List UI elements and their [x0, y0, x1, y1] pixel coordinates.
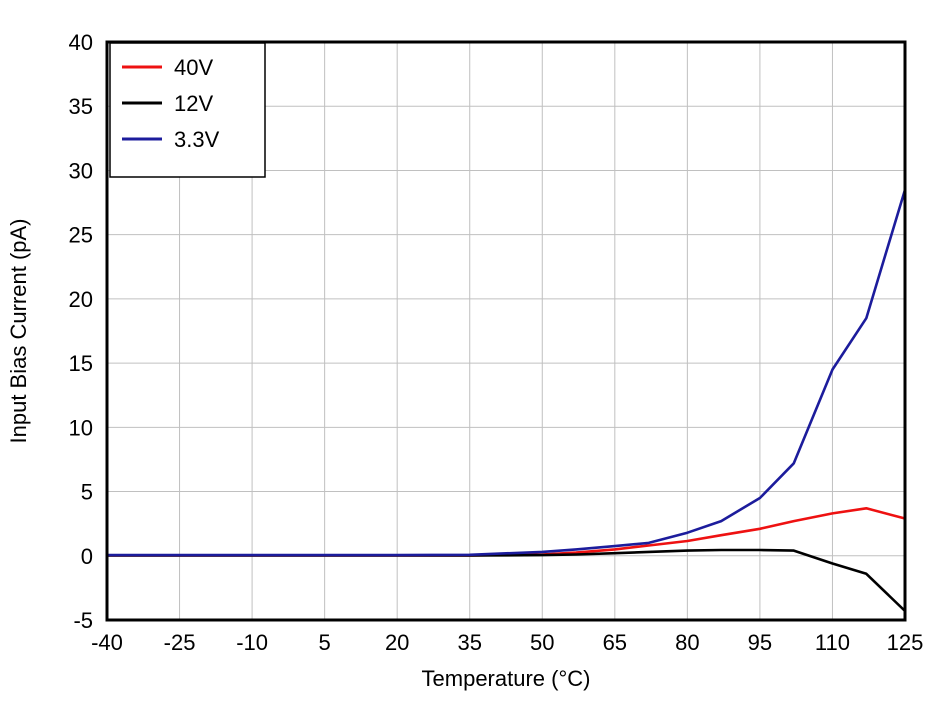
x-tick-label: 80: [675, 630, 699, 655]
x-tick-label: 5: [319, 630, 331, 655]
legend-label-40V: 40V: [174, 55, 213, 80]
legend-label-3.3V: 3.3V: [174, 127, 220, 152]
y-tick-label: 5: [81, 480, 93, 505]
x-tick-label: -40: [91, 630, 123, 655]
y-tick-label: 25: [69, 223, 93, 248]
x-tick-label: 125: [887, 630, 924, 655]
y-tick-labels: -5 0 5 10 15 20 25 30 35 40: [69, 30, 93, 633]
x-tick-label: 35: [457, 630, 481, 655]
x-tick-label: -25: [164, 630, 196, 655]
x-tick-label: 65: [603, 630, 627, 655]
y-tick-label: 10: [69, 415, 93, 440]
legend-box: [109, 42, 266, 178]
plot-border: [105, 40, 907, 622]
series-line-12V: [105, 548, 907, 613]
x-tick-label: 110: [815, 630, 850, 655]
y-tick-label: 30: [69, 158, 93, 183]
y-tick-label: -5: [73, 608, 93, 633]
x-tick-label: -10: [236, 630, 268, 655]
y-tick-label: 0: [81, 544, 93, 569]
legend-label-12V: 12V: [174, 91, 213, 116]
x-tick-label: 95: [748, 630, 772, 655]
series-lines: [105, 188, 907, 613]
y-tick-label: 20: [69, 287, 93, 312]
y-tick-label: 15: [69, 351, 93, 376]
series-line-3.3V: [105, 188, 907, 557]
y-axis-title: Input Bias Current (pA): [6, 219, 31, 444]
x-tick-label: 50: [530, 630, 554, 655]
x-tick-labels: -40 -25 -10 5 20 35 50 65 80 95 110 125: [91, 630, 923, 655]
legend: 40V 12V 3.3V: [109, 42, 266, 178]
y-tick-label: 35: [69, 94, 93, 119]
series-line-40V: [105, 506, 907, 557]
y-tick-label: 40: [69, 30, 93, 55]
x-axis-title: Temperature (°C): [422, 666, 591, 691]
x-tick-label: 20: [385, 630, 409, 655]
